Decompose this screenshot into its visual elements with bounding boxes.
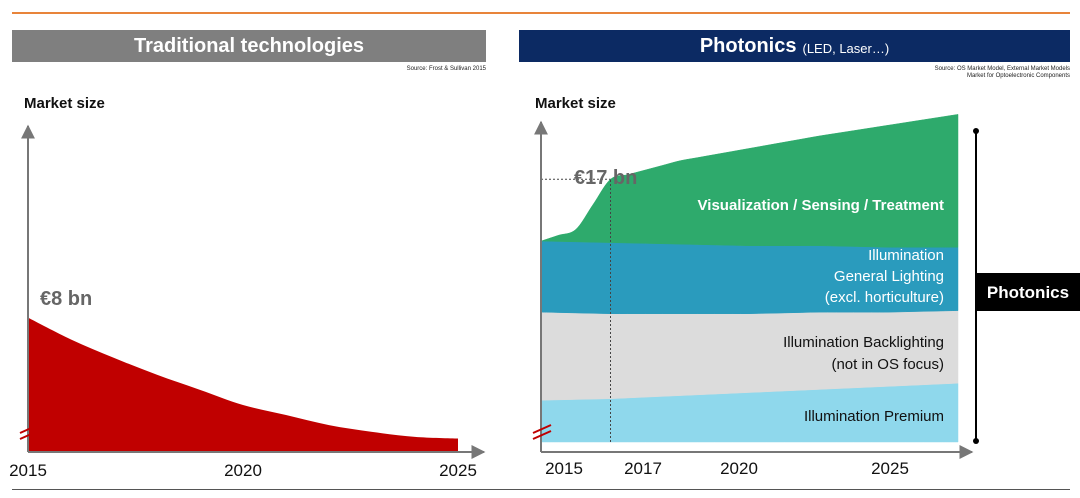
right-x-tick-2025: 2025 xyxy=(871,459,909,478)
left-x-tick-2020: 2020 xyxy=(224,461,262,480)
photonics-badge-label: Photonics xyxy=(987,283,1069,302)
right-y-axis-label: Market size xyxy=(535,95,616,112)
right-x-tick-2017: 2017 xyxy=(624,459,662,478)
backlighting-label-line-1: Illumination Backlighting xyxy=(783,334,944,351)
right-x-tick-2020: 2020 xyxy=(720,459,758,478)
right-panel-banner: Photonics (LED, Laser…) xyxy=(519,30,1070,62)
right-panel-subtitle: (LED, Laser…) xyxy=(802,40,890,56)
left-panel-banner: Traditional technologies xyxy=(12,30,486,62)
right-source-note: Source: OS Market Model, External Market… xyxy=(820,66,1070,80)
general-lighting-label-line-3: (excl. horticulture) xyxy=(825,289,944,306)
right-panel-title: Photonics xyxy=(699,34,797,57)
right-axis-break-a xyxy=(532,424,552,434)
right-axis-break-b xyxy=(532,430,552,440)
visualization-label-line-1: Visualization / Sensing / Treatment xyxy=(698,197,944,214)
backlighting-label-line-2: (not in OS focus) xyxy=(831,356,944,373)
traditional-area xyxy=(28,317,458,452)
right-annotation-label: €17 bn xyxy=(574,167,637,189)
left-annotation-label: €8 bn xyxy=(40,288,92,310)
left-axis-break-a xyxy=(19,424,39,434)
left-axis-break-b xyxy=(19,430,39,440)
photonics-bracket-bottom-dot xyxy=(973,438,979,444)
visualization-area xyxy=(540,114,959,248)
premium-label-line-1: Illumination Premium xyxy=(804,408,944,425)
right-source-line1: Source: OS Market Model, External Market… xyxy=(934,66,1070,72)
general-lighting-label-line-1: Illumination xyxy=(868,247,944,264)
top-accent-rule xyxy=(12,12,1070,14)
photonics-badge xyxy=(976,273,1080,311)
left-y-axis-label: Market size xyxy=(24,95,105,112)
left-x-tick-2015: 2015 xyxy=(9,461,47,480)
left-source-note: Source: Frost & Sullivan 2015 xyxy=(406,66,486,72)
photonics-bracket-top-dot xyxy=(973,128,979,134)
left-x-tick-2025: 2025 xyxy=(439,461,477,480)
right-x-tick-2015: 2015 xyxy=(545,459,583,478)
right-source-line2: Market for Optoelectronic Components xyxy=(966,73,1070,79)
left-panel-title: Traditional technologies xyxy=(133,34,365,57)
bottom-rule xyxy=(12,489,1070,490)
general-lighting-label-line-2: General Lighting xyxy=(834,268,944,285)
